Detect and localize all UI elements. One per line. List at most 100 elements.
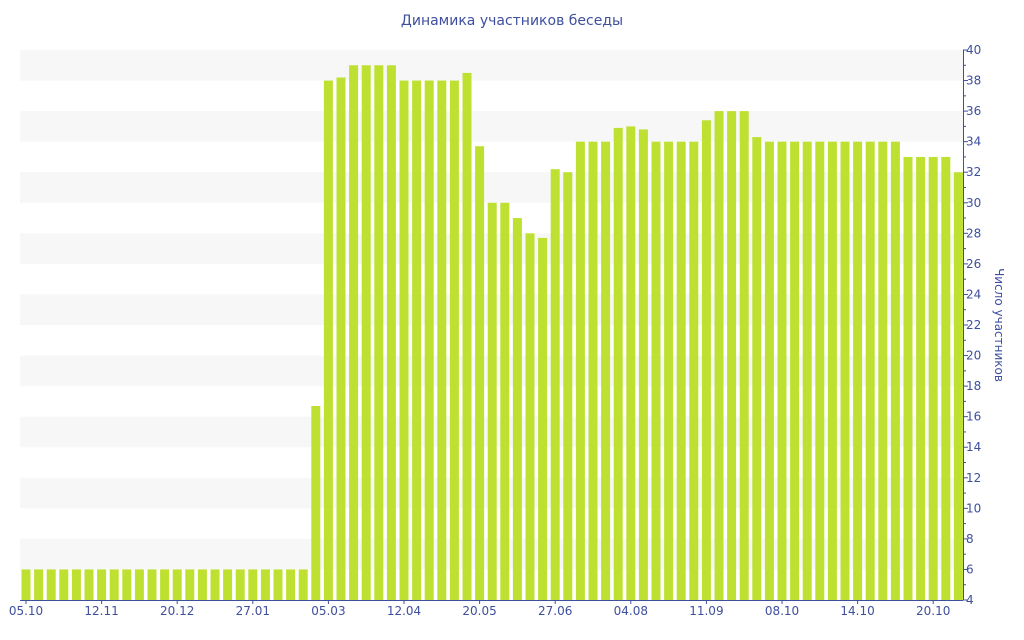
bar	[399, 80, 409, 601]
bar	[827, 141, 837, 600]
bar	[487, 202, 497, 600]
y-tick-label: 20	[966, 349, 981, 363]
bar	[412, 80, 422, 601]
bar	[853, 141, 863, 600]
bar	[46, 569, 56, 600]
bar	[134, 569, 144, 600]
x-tick-label: 05.03	[311, 604, 345, 618]
bar	[689, 141, 699, 600]
x-tick-label: 14.10	[840, 604, 874, 618]
y-axis: 4 6 8 10 12 14 16 18 20 22 24 26 28 30 32 34 36 38 40	[963, 43, 981, 607]
x-tick-label: 05.10	[9, 604, 43, 618]
bar	[550, 169, 560, 600]
bar	[601, 141, 611, 600]
y-tick-label: 34	[966, 135, 981, 149]
y-tick-label: 28	[966, 226, 981, 240]
bar	[311, 405, 321, 600]
y-tick-label: 6	[966, 562, 974, 576]
bar	[475, 146, 485, 600]
y-tick-label: 22	[966, 318, 981, 332]
y-tick-label: 16	[966, 410, 981, 424]
x-tick-label: 12.11	[84, 604, 118, 618]
bar	[727, 111, 737, 600]
y-tick-label: 24	[966, 287, 981, 301]
x-tick-label: 08.10	[765, 604, 799, 618]
bar	[701, 120, 711, 601]
y-tick-label: 14	[966, 440, 981, 454]
bar	[147, 569, 157, 600]
bar	[714, 111, 724, 600]
bar	[336, 77, 346, 600]
bar	[298, 569, 308, 600]
bar	[563, 172, 573, 600]
y-tick-label: 38	[966, 74, 981, 88]
bar	[890, 141, 900, 600]
y-tick-label: 40	[966, 43, 981, 57]
bar	[462, 72, 472, 600]
bar	[676, 141, 686, 600]
y-tick-label: 30	[966, 196, 981, 210]
bar	[790, 141, 800, 600]
bar	[613, 127, 623, 601]
x-tick-label: 12.04	[387, 604, 421, 618]
bar	[525, 233, 535, 601]
bar	[928, 156, 938, 600]
x-tick-label: 20.05	[462, 604, 496, 618]
bar	[865, 141, 875, 600]
y-tick-label: 36	[966, 104, 981, 118]
bar	[386, 65, 396, 601]
bar	[34, 569, 44, 600]
x-tick-label: 04.08	[614, 604, 648, 618]
bar	[323, 80, 333, 601]
bar	[185, 569, 195, 600]
x-tick-label: 27.06	[538, 604, 572, 618]
y-axis-label: Число участников	[992, 268, 1006, 382]
bar	[739, 111, 749, 600]
bar	[626, 126, 636, 600]
y-tick-label: 10	[966, 501, 981, 515]
bar	[97, 569, 107, 600]
bar	[223, 569, 233, 600]
bar	[361, 65, 371, 601]
x-tick-label: 27.01	[236, 604, 270, 618]
bar	[802, 141, 812, 600]
bar	[197, 569, 207, 600]
bar	[638, 129, 648, 600]
y-tick-label: 32	[966, 165, 981, 179]
bar	[651, 141, 661, 600]
bar	[160, 569, 170, 600]
bars	[21, 65, 963, 601]
x-axis: 05.10 12.11 20.12 27.01 05.03 12.04 20.05 27.06…	[9, 600, 963, 618]
y-tick-label: 4	[966, 593, 974, 607]
bar	[437, 80, 447, 601]
bar	[349, 65, 359, 601]
bar	[664, 141, 674, 600]
bar	[122, 569, 132, 600]
chart-title: Динамика участников беседы	[400, 13, 624, 29]
bar	[109, 569, 119, 600]
grid-band	[20, 111, 963, 142]
bar	[538, 237, 548, 600]
bar	[235, 569, 245, 600]
bar	[512, 218, 522, 601]
bar	[764, 141, 774, 600]
x-tick-label: 20.10	[916, 604, 950, 618]
bar	[953, 172, 963, 600]
bar	[903, 156, 913, 600]
y-tick-label: 12	[966, 471, 981, 485]
bar	[752, 137, 762, 601]
bar	[500, 202, 510, 600]
bar	[424, 80, 434, 601]
y-tick-label: 18	[966, 379, 981, 393]
y-tick-label: 26	[966, 257, 981, 271]
bar	[260, 569, 270, 600]
bar	[916, 156, 926, 600]
bar	[210, 569, 220, 600]
bar	[777, 141, 787, 600]
grid-band	[20, 50, 963, 81]
bar	[374, 65, 384, 601]
bar	[941, 156, 951, 600]
bar	[815, 141, 825, 600]
bar	[71, 569, 81, 600]
